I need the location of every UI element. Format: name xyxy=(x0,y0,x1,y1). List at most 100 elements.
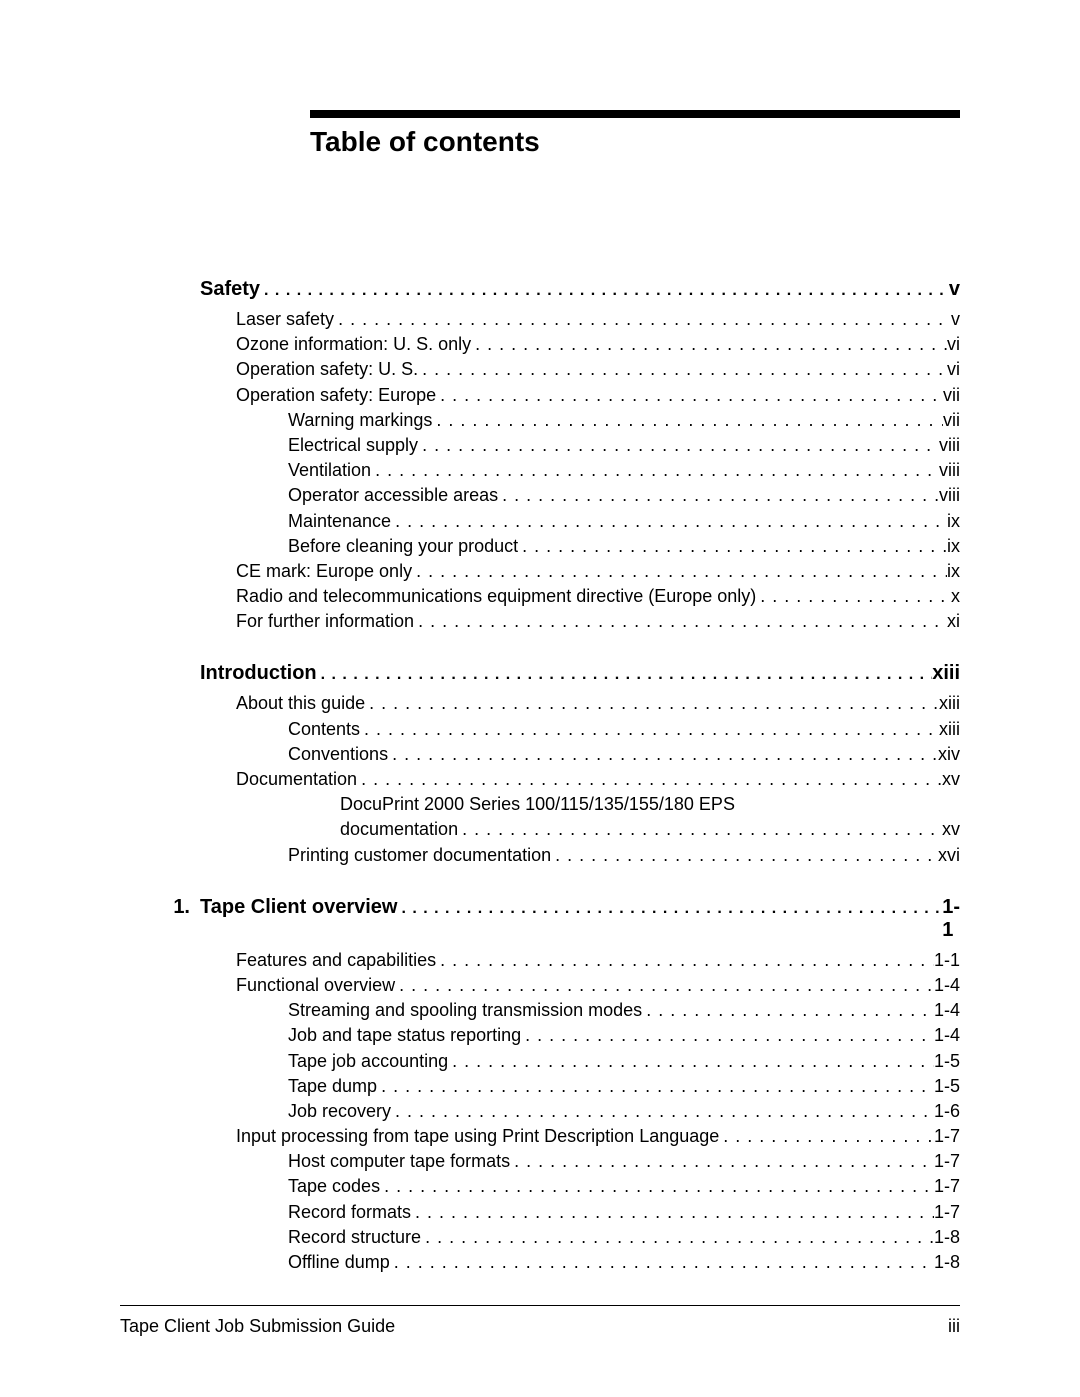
toc-entry: Tape job accounting . . . . . . . . . . … xyxy=(288,1049,960,1074)
leader-dots: . . . . . . . . . . . . . . . . . . . . … xyxy=(551,843,938,868)
entry-page: xiv xyxy=(938,742,960,767)
entry-page: viii xyxy=(939,458,960,483)
entry-text: CE mark: Europe only xyxy=(236,559,412,584)
leader-dots: . . . . . . . . . . . . . . . . . . . . … xyxy=(414,609,947,634)
entry-text: Radio and telecommunications equipment d… xyxy=(236,584,756,609)
toc-entry: Maintenance . . . . . . . . . . . . . . … xyxy=(288,509,960,534)
entry-page: x xyxy=(951,584,960,609)
entry-text: Operation safety: U. S. xyxy=(236,357,418,382)
footer-page-number: iii xyxy=(948,1316,960,1337)
leader-dots: . . . . . . . . . . . . . . . . . . . . … xyxy=(371,458,939,483)
toc-entry: Host computer tape formats . . . . . . .… xyxy=(288,1149,960,1174)
entry-text: Tape job accounting xyxy=(288,1049,448,1074)
leader-dots: . . . . . . . . . . . . . . . . . . . . … xyxy=(471,332,947,357)
leader-dots: . . . . . . . . . . . . . . . . . . . . … xyxy=(357,767,942,792)
entry-text: Tape dump xyxy=(288,1074,377,1099)
toc-entry: About this guide . . . . . . . . . . . .… xyxy=(236,691,960,716)
leader-dots: . . . . . . . . . . . . . . . . . . . . … xyxy=(432,408,943,433)
leader-dots: . . . . . . . . . . . . . . . . . . . . … xyxy=(397,900,942,918)
page-footer: Tape Client Job Submission Guide iii xyxy=(120,1305,960,1337)
toc-entry: Features and capabilities . . . . . . . … xyxy=(236,948,960,973)
toc-section: Safety . . . . . . . . . . . . . . . . .… xyxy=(120,278,960,634)
entry-text: Conventions xyxy=(288,742,388,767)
toc-section-heading: Introduction . . . . . . . . . . . . . .… xyxy=(160,662,960,685)
entry-page: 1-4 xyxy=(934,973,960,998)
leader-dots: . . . . . . . . . . . . . . . . . . . . … xyxy=(380,1174,934,1199)
chapter-number: 1. xyxy=(160,896,200,919)
toc-entry: Radio and telecommunications equipment d… xyxy=(236,584,960,609)
entry-page: 1-7 xyxy=(934,1200,960,1225)
leader-dots: . . . . . . . . . . . . . . . . . . . . … xyxy=(391,509,947,534)
toc-entry: Before cleaning your product . . . . . .… xyxy=(288,534,960,559)
toc-entry: documentation . . . . . . . . . . . . . … xyxy=(340,817,960,842)
toc-entry: DocuPrint 2000 Series 100/115/135/155/18… xyxy=(340,792,960,817)
entry-page: xvi xyxy=(938,843,960,868)
toc-entry: Electrical supply . . . . . . . . . . . … xyxy=(288,433,960,458)
entry-page: vi xyxy=(947,357,960,382)
entry-page: 1-4 xyxy=(934,998,960,1023)
toc-entry: Operator accessible areas . . . . . . . … xyxy=(288,483,960,508)
entry-page: xiii xyxy=(939,717,960,742)
entry-page: ix xyxy=(947,509,960,534)
entry-text: Laser safety xyxy=(236,307,334,332)
toc-entry: Record formats . . . . . . . . . . . . .… xyxy=(288,1200,960,1225)
entry-text: Functional overview xyxy=(236,973,395,998)
leader-dots: . . . . . . . . . . . . . . . . . . . . … xyxy=(518,534,947,559)
entry-text: Job recovery xyxy=(288,1099,391,1124)
entry-text: Offline dump xyxy=(288,1250,390,1275)
entry-page: vii xyxy=(943,383,960,408)
leader-dots: . . . . . . . . . . . . . . . . . . . . … xyxy=(391,1099,934,1124)
leader-dots: . . . . . . . . . . . . . . . . . . . . … xyxy=(334,307,951,332)
entry-text: Features and capabilities xyxy=(236,948,436,973)
toc-entry: Laser safety . . . . . . . . . . . . . .… xyxy=(236,307,960,332)
entry-page: xiii xyxy=(939,691,960,716)
leader-dots: . . . . . . . . . . . . . . . . . . . . … xyxy=(521,1023,934,1048)
toc-entry: Job and tape status reporting . . . . . … xyxy=(288,1023,960,1048)
toc-entry: Conventions . . . . . . . . . . . . . . … xyxy=(288,742,960,767)
entry-text: Printing customer documentation xyxy=(288,843,551,868)
leader-dots: . . . . . . . . . . . . . . . . . . . . … xyxy=(421,1225,934,1250)
entry-text: Record structure xyxy=(288,1225,421,1250)
entry-page: 1-5 xyxy=(934,1074,960,1099)
leader-dots: . . . . . . . . . . . . . . . . . . . . … xyxy=(377,1074,934,1099)
toc-entry: Operation safety: U. S. . . . . . . . . … xyxy=(236,357,960,382)
toc-page: Table of contents Safety . . . . . . . .… xyxy=(0,0,1080,1397)
entry-text: For further information xyxy=(236,609,414,634)
leader-dots: . . . . . . . . . . . . . . . . . . . . … xyxy=(448,1049,934,1074)
toc-section: Introduction . . . . . . . . . . . . . .… xyxy=(120,662,960,867)
entry-text: Warning markings xyxy=(288,408,432,433)
entry-text: Documentation xyxy=(236,767,357,792)
entry-page: 1-7 xyxy=(934,1124,960,1149)
section-page: 1-1 xyxy=(942,896,960,942)
section-page: v xyxy=(949,278,960,301)
leader-dots: . . . . . . . . . . . . . . . . . . . . … xyxy=(317,666,933,684)
toc-entry: CE mark: Europe only . . . . . . . . . .… xyxy=(236,559,960,584)
entry-page: 1-8 xyxy=(934,1250,960,1275)
toc-entry: Ventilation . . . . . . . . . . . . . . … xyxy=(288,458,960,483)
section-title: Introduction xyxy=(200,662,317,685)
entry-text: Streaming and spooling transmission mode… xyxy=(288,998,642,1023)
leader-dots: . . . . . . . . . . . . . . . . . . . . … xyxy=(436,948,934,973)
toc-section-heading: 1.Tape Client overview . . . . . . . . .… xyxy=(160,896,960,942)
entry-page: v xyxy=(951,307,960,332)
toc-entry: Streaming and spooling transmission mode… xyxy=(288,998,960,1023)
leader-dots: . . . . . . . . . . . . . . . . . . . . … xyxy=(458,817,942,842)
toc-entry: Input processing from tape using Print D… xyxy=(236,1124,960,1149)
entry-text: Operation safety: Europe xyxy=(236,383,436,408)
toc-section: 1.Tape Client overview . . . . . . . . .… xyxy=(120,896,960,1275)
entry-text: Before cleaning your product xyxy=(288,534,518,559)
leader-dots: . . . . . . . . . . . . . . . . . . . . … xyxy=(719,1124,934,1149)
entry-text: Tape codes xyxy=(288,1174,380,1199)
entry-page: 1-8 xyxy=(934,1225,960,1250)
toc-entry: Warning markings . . . . . . . . . . . .… xyxy=(288,408,960,433)
entry-text: Ozone information: U. S. only xyxy=(236,332,471,357)
entry-text: Ventilation xyxy=(288,458,371,483)
entry-page: xi xyxy=(947,609,960,634)
entry-text: Electrical supply xyxy=(288,433,418,458)
entry-text: Contents xyxy=(288,717,360,742)
entry-text: documentation xyxy=(340,817,458,842)
leader-dots: . . . . . . . . . . . . . . . . . . . . … xyxy=(418,357,947,382)
entry-text: About this guide xyxy=(236,691,365,716)
entry-text: Host computer tape formats xyxy=(288,1149,510,1174)
entry-page: 1-7 xyxy=(934,1174,960,1199)
